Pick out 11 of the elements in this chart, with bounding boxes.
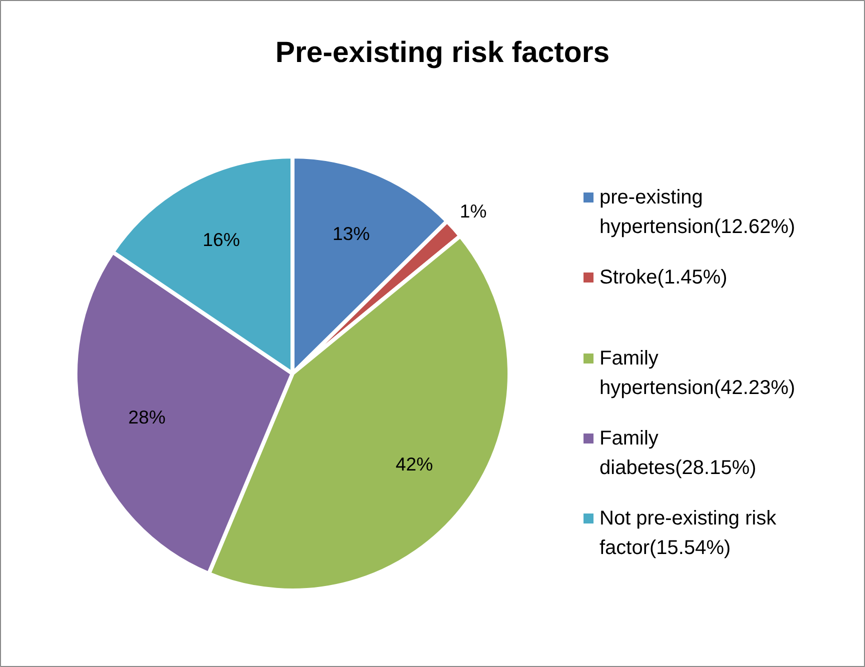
legend-label: Family hypertension(42.23%) — [600, 348, 796, 400]
legend-label: pre-existing hypertension(12.62%) — [600, 186, 796, 238]
data-label: 42% — [396, 454, 433, 475]
data-label: 13% — [332, 222, 370, 244]
legend-label: Stroke(1.45%) — [600, 266, 728, 288]
data-label: 28% — [128, 406, 166, 428]
data-label: 16% — [202, 228, 240, 250]
legend-label: Family diabetes(28.15%) — [600, 428, 756, 480]
legend-label: Not pre-existing risk factor(15.54%) — [600, 508, 778, 560]
data-label: 1% — [460, 200, 487, 222]
chart-title: Pre-existing risk factors — [275, 36, 610, 69]
